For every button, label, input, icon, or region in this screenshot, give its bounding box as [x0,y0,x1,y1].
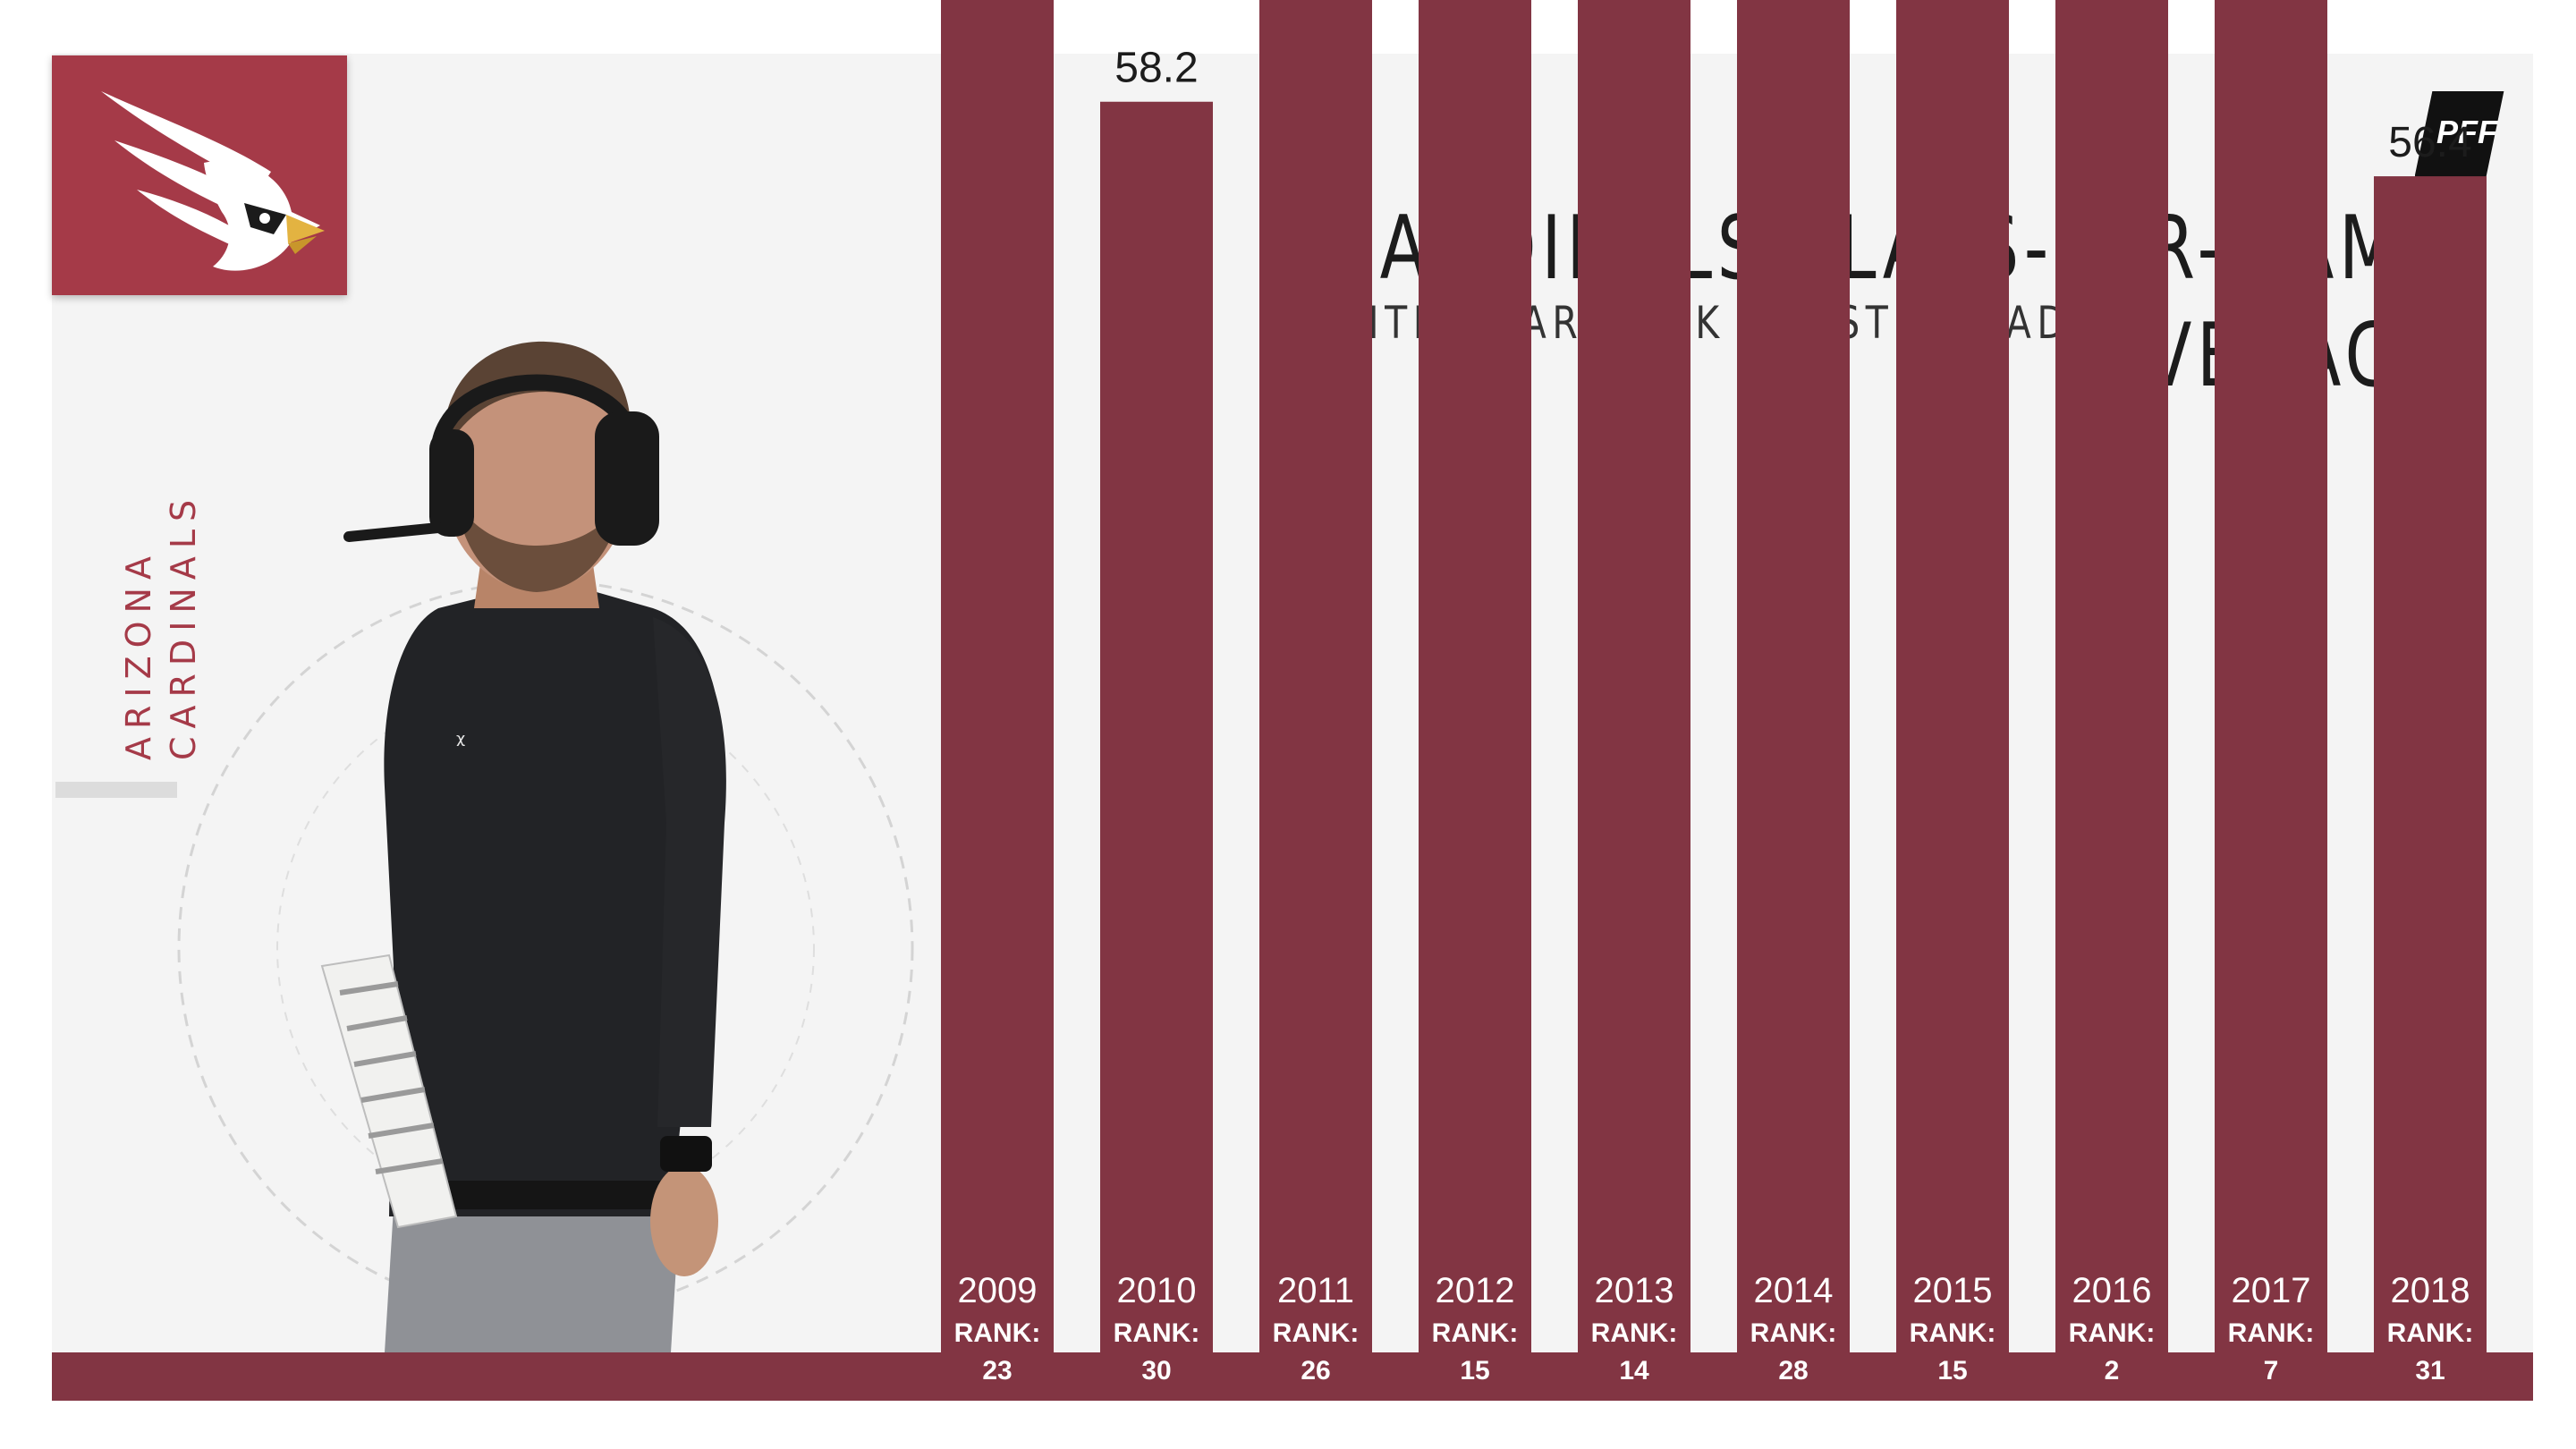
rank-value-label: 28 [1778,1356,1808,1385]
brand-text: PFF [2436,114,2498,150]
rank-prefix-label: RANK: [1910,1318,1996,1348]
bar-2016 [2055,0,2168,1401]
rank-value-label: 26 [1301,1356,1330,1385]
value-label: 56.4 [2388,119,2471,166]
cardinal-head-icon [101,91,325,271]
year-label: 2009 [958,1271,1038,1310]
rank-prefix-label: RANK: [2387,1318,2474,1348]
rank-prefix-label: RANK: [1432,1318,1519,1348]
rank-prefix-label: RANK: [1750,1318,1837,1348]
year-label: 2012 [1436,1271,1515,1310]
value-label: 58.2 [1114,45,1198,92]
rank-value-label: 7 [2264,1356,2279,1385]
bar-2011 [1259,0,1372,1401]
rank-value-label: 15 [1460,1356,1489,1385]
year-label: 2011 [1277,1271,1354,1310]
year-label: 2016 [2072,1271,2152,1310]
rank-prefix-label: RANK: [1273,1318,1360,1348]
bar-2014 [1737,0,1850,1402]
year-label: 2010 [1117,1271,1197,1310]
rank-prefix-label: RANK: [1591,1318,1678,1348]
rank-value-label: 31 [2415,1356,2445,1385]
side-divider [55,782,177,798]
rank-value-label: 14 [1619,1356,1649,1385]
rank-value-label: 30 [1141,1356,1171,1385]
year-label: 2017 [2232,1271,2311,1310]
bar-2013 [1578,0,1690,1401]
svg-text:ᵡ: ᵡ [456,728,465,758]
rank-value-label: 2 [2105,1356,2120,1385]
bar-2010 [1100,101,1213,1402]
rank-value-label: 15 [1937,1356,1967,1385]
year-label: 2018 [2391,1271,2470,1310]
bar-2017 [2215,0,2327,1402]
rank-value-label: 23 [982,1356,1012,1385]
rank-prefix-label: RANK: [1114,1318,1200,1348]
pff-logo-icon: PFF [2415,91,2504,179]
year-label: 2014 [1754,1271,1834,1310]
year-label: 2015 [1913,1271,1993,1310]
bar-2012 [1419,0,1531,1402]
bar-2015 [1896,0,2009,1401]
rank-prefix-label: RANK: [954,1318,1041,1348]
team-logo-box [52,55,347,295]
rank-prefix-label: RANK: [2228,1318,2315,1348]
year-label: 2013 [1595,1271,1674,1310]
bar-2018 [2374,176,2487,1402]
coach-photo: ᵡ [177,341,914,1352]
bar-2009 [941,0,1054,1402]
rank-prefix-label: RANK: [2069,1318,2156,1348]
